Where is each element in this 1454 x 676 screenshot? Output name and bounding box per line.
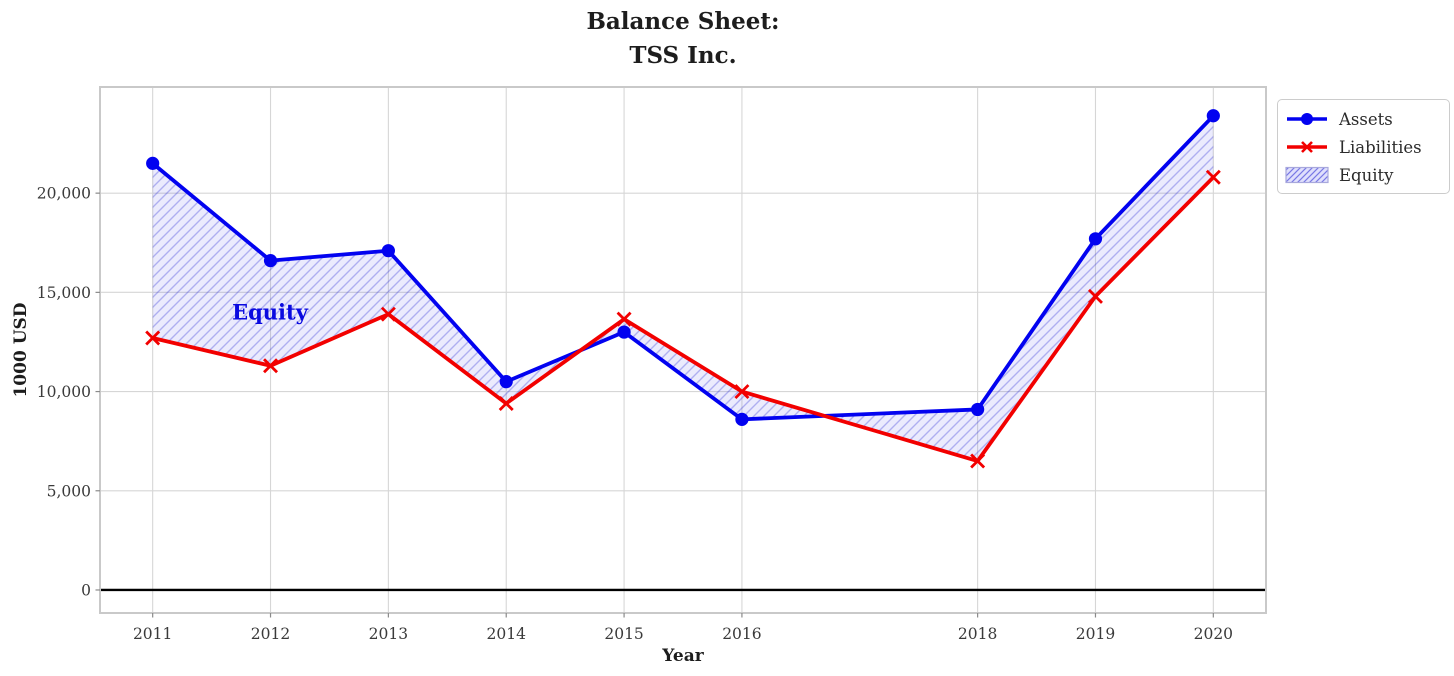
y-tick-label-0: 0 [81,581,91,599]
chart-title-line1: Balance Sheet: [586,8,780,35]
assets-marker-2012 [263,254,278,268]
legend-label-liabilities: Liabilities [1339,137,1422,157]
assets-marker-2016 [735,412,749,426]
chart-title-line2: TSS Inc. [629,42,737,69]
legend-item-equity: Equity [1284,161,1449,189]
liabilities-marker-2014 [498,395,514,411]
assets-marker-2020 [1206,109,1220,123]
x-tick-label-2016: 2016 [722,625,761,643]
legend-item-assets: Assets [1284,105,1449,133]
x-tick-label-2015: 2015 [604,625,643,643]
assets-marker-2013 [381,244,395,258]
liabilities-marker-2016 [734,384,750,400]
liabilities-marker-2012 [263,358,279,374]
x-tick-label-2011: 2011 [133,625,172,643]
liabilities-marker-2015 [616,311,632,327]
assets-marker-2011 [146,156,160,170]
liabilities-marker-2018 [970,453,986,469]
legend-label-assets: Assets [1339,109,1393,129]
liabilities-marker-2013 [380,306,396,322]
liabilities-marker-2011 [145,330,161,346]
y-tick-label-20000: 20,000 [37,185,91,203]
y-tick-label-5000: 5,000 [47,482,91,500]
tick-marks [95,192,1214,618]
assets-marker-2015 [617,325,631,339]
liabilities-line-x-icon [1287,141,1327,153]
y-tick-label-15000: 15,000 [37,284,91,302]
x-tick-label-2018: 2018 [958,625,997,643]
plot-frame [99,86,1267,614]
chart-title: Balance Sheet: TSS Inc. [100,5,1266,73]
x-axis-label: Year [662,646,704,666]
equity-hatch-patch-icon [1285,166,1329,184]
liabilities-marker-2020 [1205,169,1221,185]
equity-fill-area [152,115,1214,462]
tick-labels: 2011 2012 2013 2014 2015 2016 2018 2019 2020 0 5,0… [37,185,1233,643]
legend-box: Assets Liabilities Equity [1277,99,1450,194]
legend-label-equity: Equity [1339,165,1394,185]
legend-item-liabilities: Liabilities [1284,133,1449,161]
y-tick-label-10000: 10,000 [37,383,91,401]
x-tick-label-2013: 2013 [369,625,408,643]
y-axis-label: 1000 USD [11,302,31,398]
x-tick-label-2020: 2020 [1194,625,1233,643]
assets-line-circle-icon [1287,113,1327,125]
x-tick-label-2019: 2019 [1076,625,1115,643]
x-tick-label-2014: 2014 [486,625,526,643]
liabilities-marker-2019 [1087,288,1103,304]
assets-marker-2014 [499,375,513,389]
assets-marker-2018 [971,402,985,417]
equity-annotation: Equity [232,299,308,325]
assets-marker-2019 [1088,232,1103,246]
x-tick-label-2012: 2012 [251,625,290,643]
